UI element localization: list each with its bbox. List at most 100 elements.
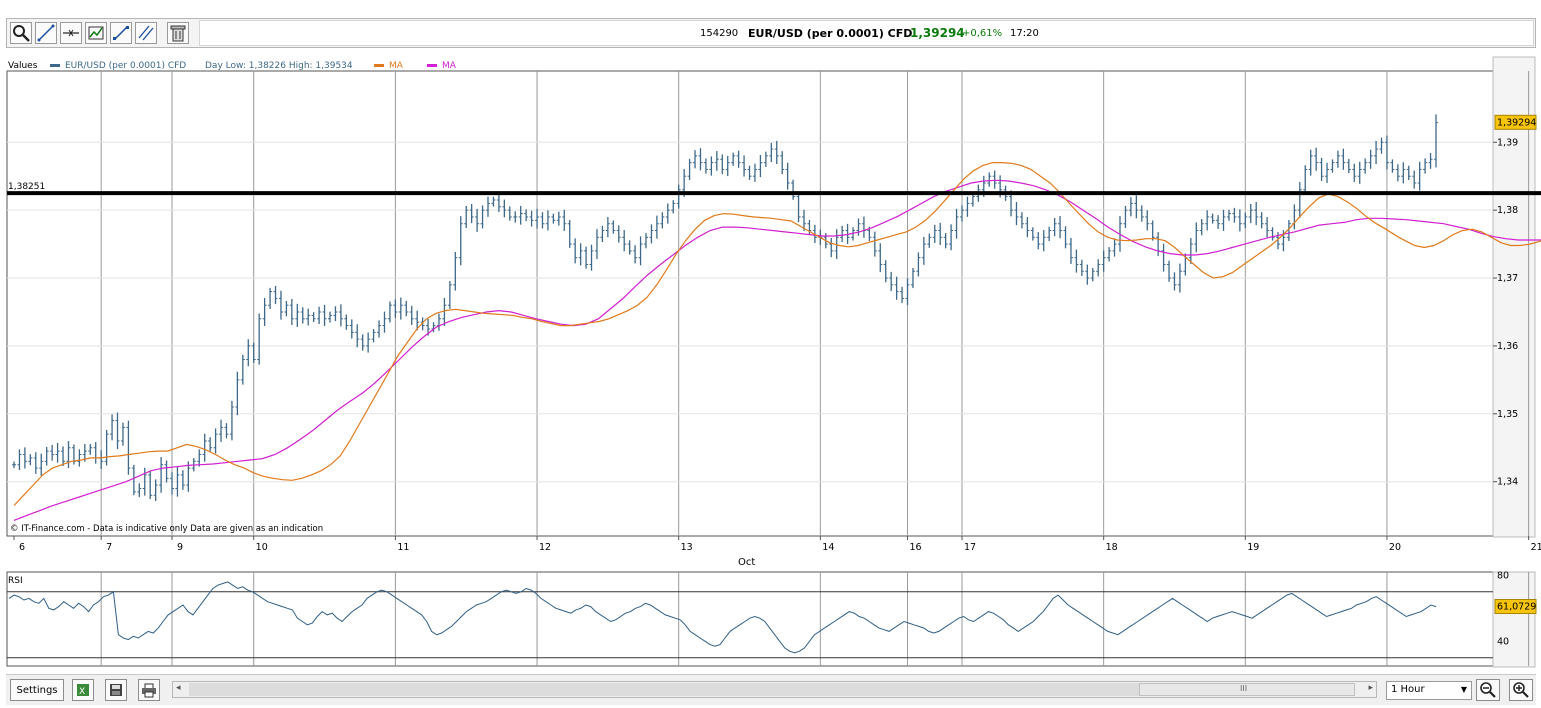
- export-excel-icon[interactable]: X: [72, 679, 94, 701]
- ohlc-bar: [1074, 249, 1079, 273]
- ohlc-bar: [1297, 182, 1302, 218]
- scroll-right-icon[interactable]: ▸: [1368, 683, 1373, 693]
- ticker-change: +0,61%: [962, 28, 1003, 39]
- ohlc-bar: [1019, 212, 1024, 229]
- price-axis: [1492, 56, 1536, 538]
- chart-canvas: Values EUR/USD (per 0.0001) CFD Day Low:…: [6, 56, 1541, 668]
- horizontal-line-icon[interactable]: [60, 22, 82, 44]
- ohlc-bar: [1265, 217, 1270, 238]
- ohlc-bar: [524, 209, 529, 222]
- ohlc-bar: [992, 170, 997, 189]
- rsi-axis: [1492, 571, 1536, 668]
- parallel-line-icon[interactable]: [135, 22, 157, 44]
- scroll-left-icon[interactable]: ◂: [176, 683, 181, 693]
- scroll-track[interactable]: [189, 683, 1139, 696]
- ohlc-bar: [22, 447, 27, 469]
- ohlc-bar: [698, 148, 703, 171]
- ohlc-bar: [349, 319, 354, 339]
- ohlc-bar: [752, 163, 757, 182]
- ohlc-bar: [453, 251, 458, 291]
- rsi-y-tick-label: 80: [1497, 570, 1509, 581]
- ohlc-bar: [654, 215, 659, 239]
- ohlc-bar: [382, 311, 387, 333]
- ohlc-bar: [856, 218, 861, 236]
- ohlc-bar: [829, 237, 834, 258]
- zoom-in-icon[interactable]: [1509, 679, 1533, 701]
- ohlc-bar: [872, 231, 877, 257]
- settings-button[interactable]: Settings: [10, 679, 64, 701]
- ohlc-bar: [736, 150, 741, 168]
- ohlc-bar: [916, 252, 921, 277]
- ohlc-bar: [1112, 238, 1117, 257]
- ohlc-bar: [932, 224, 937, 244]
- ticker-time: 17:20: [1010, 28, 1039, 39]
- ohlc-bar: [366, 332, 371, 353]
- ohlc-bar: [262, 298, 267, 326]
- interval-select-value: 1 Hour: [1391, 684, 1425, 695]
- zoom-out-icon[interactable]: [1476, 679, 1500, 701]
- ohlc-bar: [33, 452, 38, 474]
- print-icon[interactable]: [138, 679, 160, 701]
- ohlc-bar: [235, 371, 240, 416]
- x-tick-label: 12: [539, 542, 551, 553]
- ohlc-bar: [328, 311, 332, 323]
- trash-icon[interactable]: [167, 22, 189, 44]
- scroll-thumb[interactable]: III: [1139, 683, 1355, 696]
- ohlc-bar: [616, 225, 621, 243]
- ohlc-bar: [796, 191, 801, 223]
- ohlc-bar: [894, 276, 899, 300]
- ohlc-bar: [1363, 158, 1368, 174]
- interval-select[interactable]: 1 Hour ▼: [1386, 681, 1472, 700]
- rsi-gridlines: [7, 572, 1530, 666]
- ohlc-bar: [1068, 237, 1073, 264]
- ohlc-bar: [1041, 230, 1046, 252]
- x-tick-label: 11: [397, 542, 409, 553]
- save-icon[interactable]: [105, 679, 127, 701]
- ohlc-bar: [257, 313, 262, 365]
- ohlc-bar: [77, 449, 82, 467]
- x-tick-label: 10: [256, 542, 268, 553]
- horizontal-line-label: 1,38251: [8, 182, 45, 192]
- ohlc-bar: [110, 414, 115, 441]
- trend-line-icon[interactable]: [110, 22, 132, 44]
- ohlc-bar: [747, 165, 752, 180]
- ohlc-bar: [1352, 163, 1357, 182]
- ohlc-bar: [1374, 140, 1379, 164]
- y-tick-label: 1,35: [1497, 409, 1518, 420]
- ticker-price: 1,39294: [910, 26, 965, 40]
- ohlc-bar: [1308, 149, 1313, 176]
- ohlc-bar: [938, 222, 943, 245]
- legend-ma1-label: MA: [389, 61, 404, 71]
- ohlc-bar: [496, 194, 501, 212]
- ohlc-bar: [278, 290, 283, 320]
- ohlc-bar: [1210, 213, 1215, 224]
- indicator-icon[interactable]: [85, 22, 107, 44]
- ohlc-bar: [1177, 263, 1182, 293]
- chevron-down-icon: ▼: [1460, 685, 1467, 694]
- zoom-icon[interactable]: [10, 22, 32, 44]
- rsi-last-tag: [1494, 599, 1537, 615]
- ohlc-bar: [180, 470, 185, 490]
- ohlc-bar: [1096, 259, 1101, 277]
- time-scrollbar[interactable]: ◂ III ▸: [172, 681, 1377, 698]
- rsi-line: [8, 581, 1437, 654]
- ticker-name: EUR/USD (per 0.0001) CFD: [748, 27, 913, 40]
- ohlc-bar: [725, 155, 730, 177]
- ohlc-bar: [1423, 158, 1428, 174]
- ohlc-bar: [159, 457, 164, 493]
- ohlc-bar: [447, 281, 452, 309]
- ohlc-bar: [1134, 195, 1139, 219]
- ohlc-bar: [780, 151, 785, 175]
- ohlc-bar: [420, 317, 425, 331]
- ohlc-bar: [545, 210, 550, 231]
- ohlc-bar: [120, 422, 125, 446]
- ohlc-bar: [649, 224, 654, 244]
- ohlc-bar: [458, 216, 463, 266]
- ohlc-bar: [415, 310, 420, 331]
- rsi-y-tick-label: 40: [1497, 636, 1509, 647]
- ohlc-bar: [1286, 219, 1291, 242]
- ohlc-bar: [39, 453, 44, 476]
- draw-line-icon[interactable]: [35, 22, 57, 44]
- x-tick-label: 6: [19, 542, 25, 553]
- ohlc-bar: [1161, 243, 1166, 272]
